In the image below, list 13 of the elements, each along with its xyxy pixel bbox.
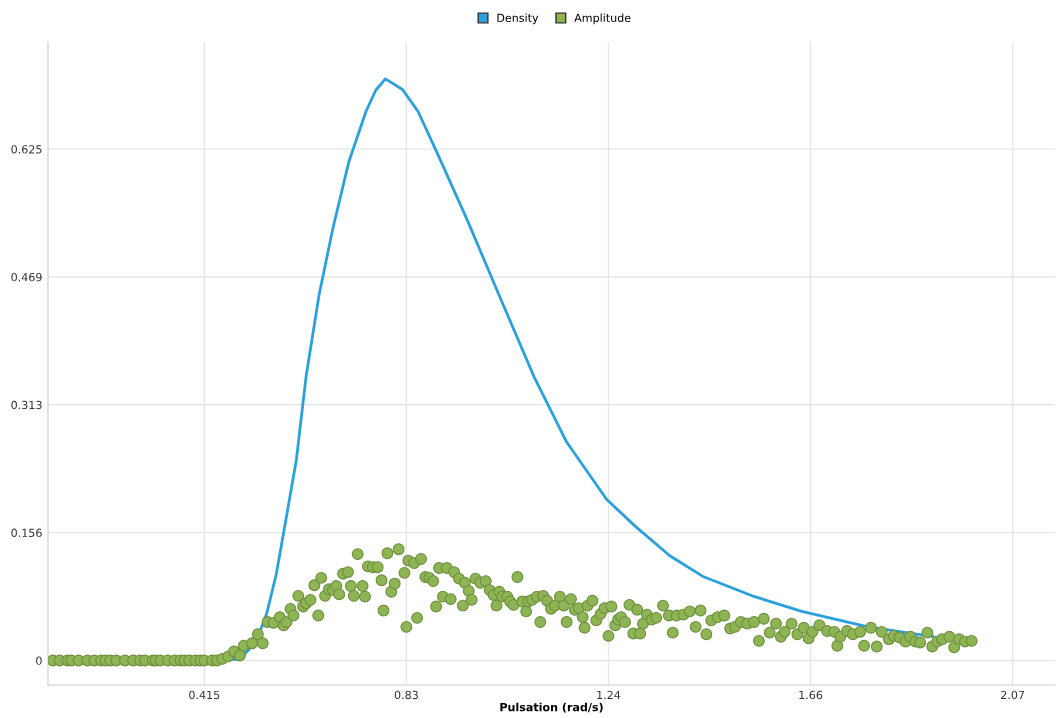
x-tick-label: 2.07: [1001, 690, 1025, 700]
y-tick-label: 0: [36, 656, 42, 665]
x-tick-label: 1.24: [597, 690, 621, 699]
y-tick-label: 0.469: [11, 272, 42, 282]
legend-label: Amplitude: [574, 13, 631, 25]
y-tick-label: 0.313: [11, 400, 42, 410]
x-tick-label: 0.415: [189, 690, 220, 700]
legend-label: Density: [497, 13, 539, 25]
x-tick-label: 1.66: [799, 690, 823, 700]
x-tick-label: 0.83: [394, 690, 418, 700]
y-tick-label: 0.625: [11, 145, 42, 154]
x-axis-title: Pulsation (rad/s): [500, 702, 603, 713]
y-tick-label: 0.156: [11, 528, 42, 538]
